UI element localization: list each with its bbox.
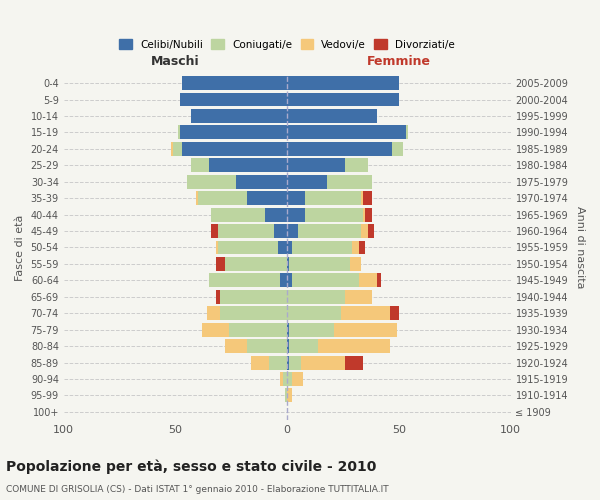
Bar [220,290,287,304]
Bar [359,274,377,287]
Bar [287,356,289,370]
Bar [287,306,341,320]
Bar [287,191,305,205]
Bar [289,257,350,271]
Bar [247,191,287,205]
Bar [390,306,399,320]
Bar [341,306,390,320]
Bar [363,191,372,205]
Y-axis label: Fasce di età: Fasce di età [15,214,25,280]
Bar [406,126,408,140]
Bar [171,142,173,156]
Bar [352,240,359,254]
Bar [287,76,399,90]
Bar [287,290,345,304]
Bar [182,142,287,156]
Bar [236,174,287,188]
Bar [251,356,269,370]
Bar [289,322,334,336]
Bar [211,224,218,238]
Bar [269,356,287,370]
Y-axis label: Anni di nascita: Anni di nascita [575,206,585,288]
Bar [334,322,397,336]
Bar [209,274,280,287]
Bar [182,76,287,90]
Bar [285,388,287,402]
Bar [292,240,352,254]
Legend: Celibi/Nubili, Coniugati/e, Vedovi/e, Divorziati/e: Celibi/Nubili, Coniugati/e, Vedovi/e, Di… [115,35,459,54]
Bar [305,208,363,222]
Bar [280,274,287,287]
Bar [218,240,278,254]
Bar [298,224,361,238]
Bar [292,274,359,287]
Bar [207,306,220,320]
Bar [287,224,298,238]
Bar [287,208,305,222]
Bar [196,191,198,205]
Bar [178,126,180,140]
Bar [368,224,374,238]
Bar [224,257,287,271]
Bar [287,372,292,386]
Bar [287,109,377,123]
Text: Maschi: Maschi [151,56,200,68]
Bar [287,92,399,106]
Bar [361,191,363,205]
Bar [289,356,301,370]
Text: COMUNE DI GRISOLIA (CS) - Dati ISTAT 1° gennaio 2010 - Elaborazione TUTTITALIA.I: COMUNE DI GRISOLIA (CS) - Dati ISTAT 1° … [6,485,389,494]
Bar [350,257,361,271]
Bar [191,158,209,172]
Bar [218,224,274,238]
Bar [198,191,247,205]
Bar [289,339,319,353]
Bar [191,109,287,123]
Bar [377,274,381,287]
Bar [224,339,247,353]
Bar [361,224,368,238]
Bar [202,322,229,336]
Bar [209,158,287,172]
Bar [287,274,292,287]
Bar [265,208,287,222]
Bar [359,240,365,254]
Text: Popolazione per età, sesso e stato civile - 2010: Popolazione per età, sesso e stato civil… [6,460,376,474]
Bar [211,208,265,222]
Bar [220,306,287,320]
Bar [345,356,363,370]
Bar [283,372,287,386]
Bar [287,339,289,353]
Text: Femmine: Femmine [367,56,431,68]
Bar [173,142,182,156]
Bar [287,142,392,156]
Bar [278,240,287,254]
Bar [305,191,361,205]
Bar [328,174,372,188]
Bar [301,356,345,370]
Bar [287,158,345,172]
Bar [319,339,390,353]
Bar [216,240,218,254]
Bar [216,257,224,271]
Bar [287,388,292,402]
Bar [180,92,287,106]
Bar [345,158,368,172]
Bar [187,174,236,188]
Bar [229,322,287,336]
Bar [287,240,292,254]
Bar [280,372,283,386]
Bar [287,174,328,188]
Bar [292,372,303,386]
Bar [287,257,289,271]
Bar [216,290,220,304]
Bar [365,208,372,222]
Bar [345,290,372,304]
Bar [274,224,287,238]
Bar [287,322,289,336]
Bar [363,208,365,222]
Bar [180,126,287,140]
Bar [392,142,403,156]
Bar [287,126,406,140]
Bar [247,339,287,353]
